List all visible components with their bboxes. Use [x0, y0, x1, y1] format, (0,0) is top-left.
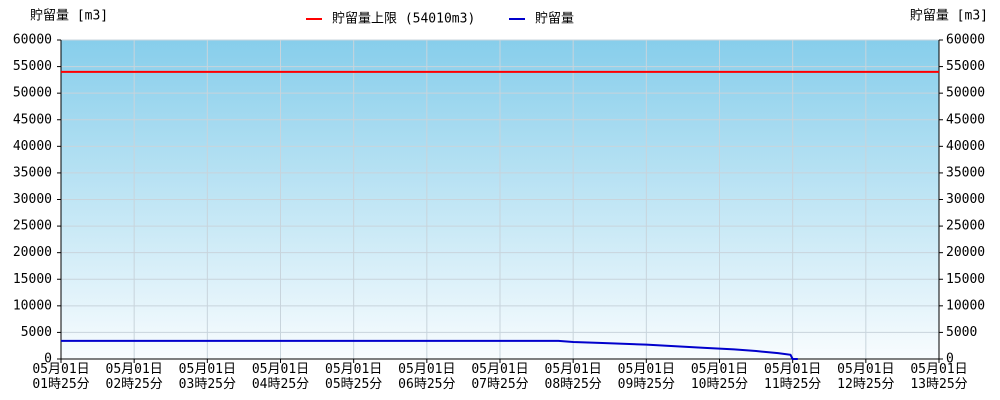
x-tick-label: 05月01日 11時25分: [764, 362, 822, 392]
y2-tick-label: 0: [946, 352, 954, 367]
y-axis-title: 貯留量 [m3]: [30, 9, 108, 24]
y-tick-label: 50000: [13, 86, 52, 101]
y2-tick-label: 35000: [946, 165, 985, 180]
x-tick-label: 05月01日 09時25分: [617, 362, 675, 392]
y-tick-label: 25000: [13, 219, 52, 234]
y2-tick-label: 20000: [946, 245, 985, 260]
x-tick-label: 05月01日 08時25分: [544, 362, 602, 392]
x-tick-label: 05月01日 13時25分: [910, 362, 968, 392]
x-tick-label: 05月01日 12時25分: [837, 362, 895, 392]
y2-tick-label: 15000: [946, 272, 985, 287]
y2-axis-title: 貯留量 [m3]: [910, 9, 988, 24]
y2-tick-label: 40000: [946, 139, 985, 154]
x-tick-label: 05月01日 02時25分: [105, 362, 163, 392]
y-tick-label: 10000: [13, 298, 52, 313]
x-tick-label: 05月01日 03時25分: [178, 362, 236, 392]
y-tick-label: 5000: [21, 325, 52, 340]
y-tick-label: 15000: [13, 272, 52, 287]
x-tick-label: 05月01日 04時25分: [251, 362, 310, 392]
y2-tick-label: 10000: [946, 298, 985, 313]
y-tick-label: 55000: [13, 59, 52, 74]
y-tick-label: 20000: [13, 245, 52, 260]
x-tick-label: 05月01日 07時25分: [471, 362, 529, 392]
legend-label: 貯留量上限 (54010m3): [332, 12, 475, 27]
y2-tick-label: 50000: [946, 86, 985, 101]
y-tick-label: 30000: [13, 192, 52, 207]
x-tick-label: 05月01日 01時25分: [32, 362, 90, 392]
y-tick-label: 60000: [13, 33, 52, 48]
line: [61, 339, 798, 360]
y2-tick-label: 45000: [946, 112, 985, 127]
y2-tick-label: 25000: [946, 219, 985, 234]
y2-tick-label: 5000: [946, 325, 977, 340]
legend-label: 貯留量: [535, 12, 574, 27]
y2-tick-label: 30000: [946, 192, 985, 207]
y2-tick-label: 60000: [946, 33, 985, 48]
x-tick-label: 05月01日 06時25分: [398, 362, 456, 392]
x-tick-label: 05月01日 10時25分: [690, 362, 749, 392]
y2-tick-label: 55000: [946, 59, 985, 74]
x-tick-label: 05月01日 05時25分: [325, 362, 383, 392]
y-tick-label: 40000: [13, 139, 52, 154]
y-tick-label: 45000: [13, 112, 52, 127]
y-tick-label: 0: [44, 352, 52, 367]
y-tick-label: 35000: [13, 165, 52, 180]
